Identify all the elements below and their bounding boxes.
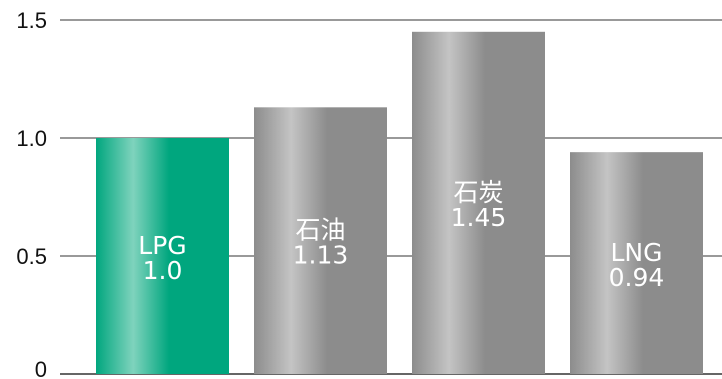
bars [96, 31, 703, 375]
y-tick-label-1: 0.5 [16, 244, 47, 269]
bar-category-label-1: 石油 [295, 216, 345, 245]
y-tick-label-0: 0 [35, 357, 47, 379]
y-tick-label-2: 1.0 [16, 126, 47, 151]
bar-2 [412, 31, 545, 375]
bar-1 [254, 107, 387, 374]
bar-category-label-3: LNG [610, 238, 662, 267]
y-tick-label-3: 1.5 [16, 8, 47, 33]
bar-value-label-3: 0.94 [609, 263, 665, 292]
bar-category-label-2: 石炭 [453, 178, 503, 207]
y-axis-tick-labels: 0 0.5 1.0 1.5 [16, 8, 47, 379]
bar-0 [96, 138, 229, 374]
bar-value-label-1: 1.13 [293, 241, 349, 270]
bar-3 [570, 152, 703, 374]
bar-value-label-2: 1.45 [451, 203, 507, 232]
bar-category-label-0: LPG [138, 231, 186, 260]
bar-value-label-0: 1.0 [143, 256, 183, 285]
